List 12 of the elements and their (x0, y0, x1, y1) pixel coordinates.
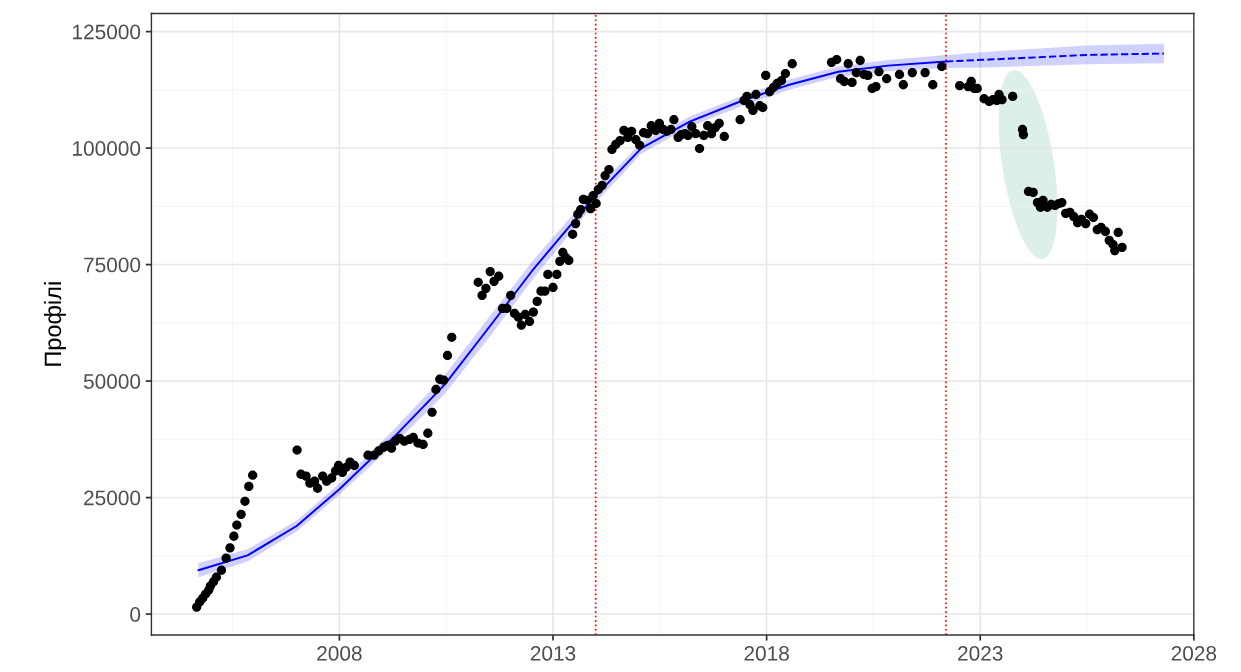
x-tick-label: 2028 (1171, 646, 1217, 661)
y-tick-label: 75000 (84, 257, 141, 273)
y-tick-label: 50000 (83, 374, 141, 389)
x-tick-label: 2013 (530, 646, 576, 661)
y-tick-label: 25000 (84, 490, 141, 506)
y-tick-label: 125000 (73, 24, 141, 40)
x-tick-label: 2008 (317, 646, 362, 661)
x-tick-label: 2023 (958, 646, 1003, 661)
y-tick-label: 0 (130, 607, 141, 622)
x-tick-label: 2018 (744, 646, 789, 661)
y-axis-title: Профілі (43, 282, 66, 366)
y-tick-label: 100000 (73, 141, 141, 156)
